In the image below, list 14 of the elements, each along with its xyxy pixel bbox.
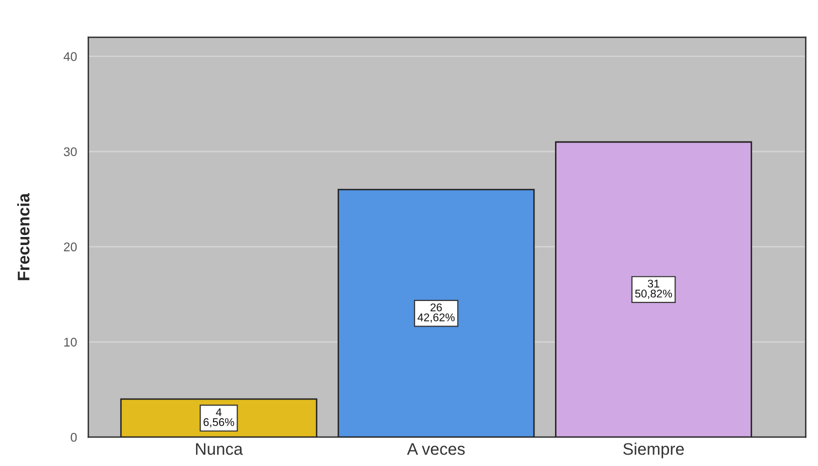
data-label: 4 6,56% bbox=[204, 408, 234, 428]
y-tick-label: 20 bbox=[64, 242, 77, 252]
y-tick-label: 0 bbox=[70, 432, 77, 442]
y-tick-label: 10 bbox=[64, 338, 77, 347]
bar bbox=[338, 188, 535, 438]
x-tick-label: Siempre bbox=[623, 442, 684, 458]
y-tick-label: 40 bbox=[64, 52, 77, 61]
y-axis-title: Frecuencia bbox=[17, 193, 30, 280]
x-tick-label: A veces bbox=[407, 443, 465, 455]
y-tick-label: 30 bbox=[64, 147, 77, 156]
data-label: 26 42,62% bbox=[418, 303, 455, 323]
x-tick-label: Nunca bbox=[196, 443, 243, 455]
data-label: 31 50,82% bbox=[635, 280, 672, 299]
bar bbox=[555, 141, 752, 438]
